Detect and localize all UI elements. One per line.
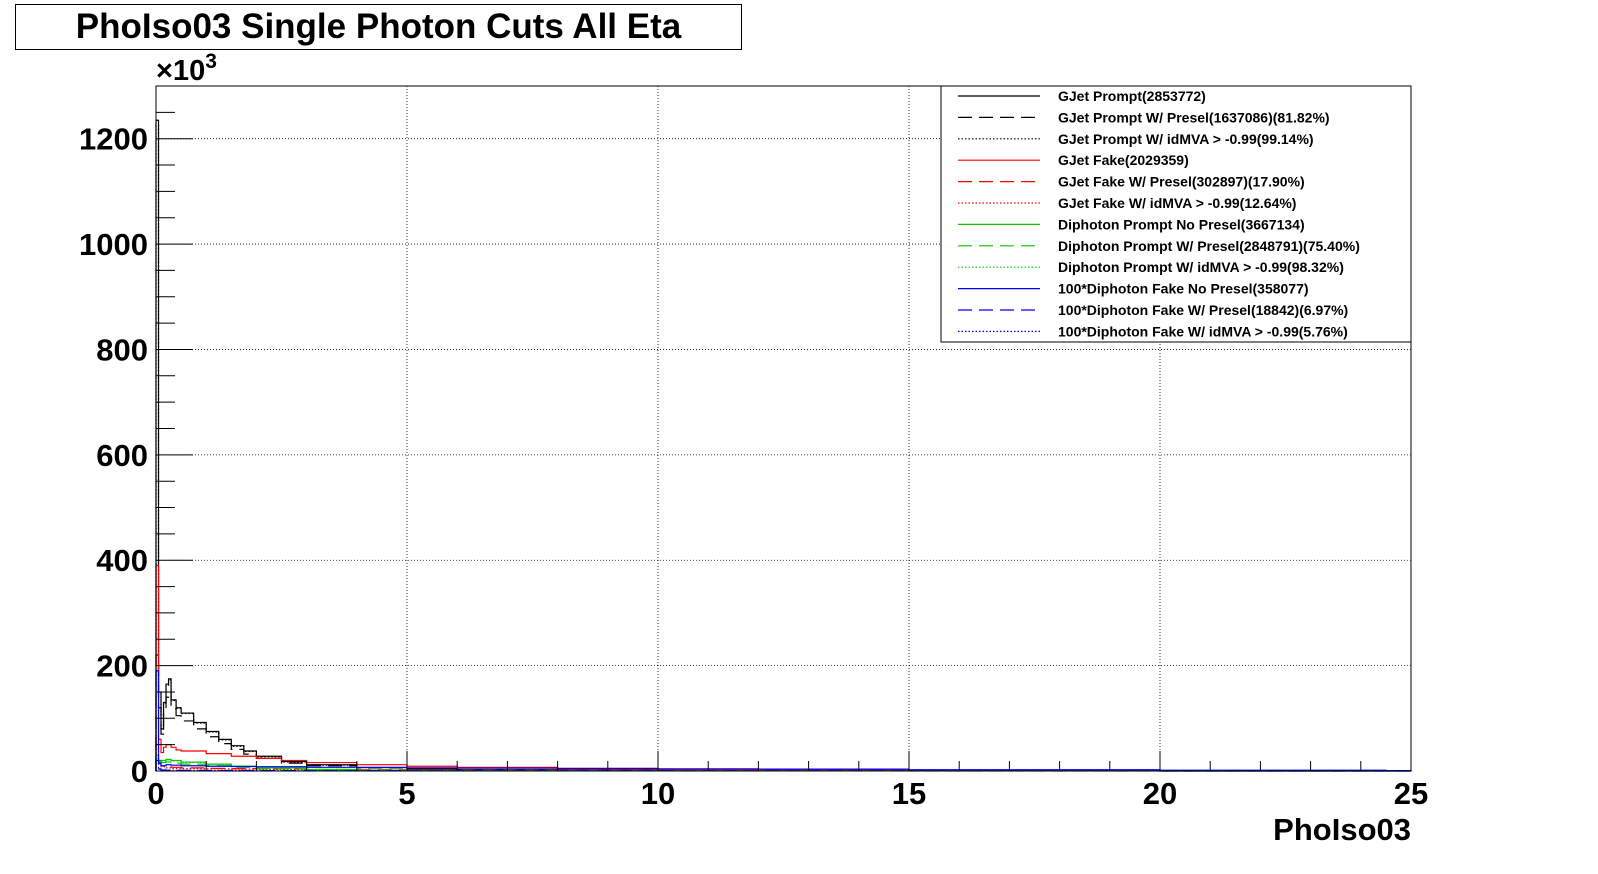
legend-box — [940, 85, 1412, 343]
series-line — [155, 564, 1412, 772]
x-tick-label: 10 — [641, 776, 675, 811]
legend-entry-label: GJet Fake(2029359) — [1058, 152, 1189, 168]
x-tick-label: 5 — [398, 776, 415, 811]
legend-entry-label: GJet Prompt W/ Presel(1637086)(81.82%) — [1058, 109, 1330, 125]
legend-entry-label: GJet Fake W/ idMVA > -0.99(12.64%) — [1058, 195, 1296, 211]
chart-title-box: PhoIso03 Single Photon Cuts All Eta — [15, 4, 742, 50]
y-tick-label: 200 — [96, 649, 148, 684]
label-layer: 0 5 10 15 20 25 0 200 400 600 800 1000 1200 — [79, 122, 1428, 811]
x-axis-title: PhoIso03 — [1273, 812, 1411, 847]
legend-entry-label: Diphoton Prompt W/ Presel(2848791)(75.40… — [1058, 238, 1360, 254]
legend-entry-label: 100*Diphoton Fake W/ Presel(18842)(6.97%… — [1058, 302, 1348, 318]
y-tick-label: 1200 — [79, 122, 148, 157]
legend-entry-label: GJet Prompt(2853772) — [1058, 88, 1206, 104]
chart-title: PhoIso03 Single Photon Cuts All Eta — [75, 7, 682, 46]
x-tick-label: 15 — [892, 776, 926, 811]
series-line — [155, 124, 1412, 772]
series-line — [155, 654, 1412, 772]
legend-entry-label: GJet Fake W/ Presel(302897)(17.90%) — [1058, 174, 1305, 190]
x-tick-label: 0 — [147, 776, 164, 811]
tick-layer — [155, 85, 1412, 772]
x-tick-label: 20 — [1143, 776, 1177, 811]
series-line — [155, 759, 1412, 772]
y-tick-label: 1000 — [79, 227, 148, 262]
legend-entry-label: Diphoton Prompt W/ idMVA > -0.99(98.32%) — [1058, 259, 1344, 275]
legend-entry-label: 100*Diphoton Fake W/ idMVA > -0.99(5.76%… — [1058, 323, 1348, 339]
y-exponent-base: ×10 — [156, 55, 205, 87]
y-tick-label: 800 — [96, 332, 148, 367]
y-exponent-label: ×103 — [156, 50, 217, 87]
legend-entry-label: 100*Diphoton Fake No Presel(358077) — [1058, 281, 1309, 297]
legend: GJet Prompt(2853772) GJet Prompt W/ Prese… — [940, 85, 1412, 343]
y-exponent-power: 3 — [205, 50, 217, 73]
y-tick-label: 0 — [131, 754, 148, 789]
y-tick-label: 600 — [96, 438, 148, 473]
legend-entry-label: Diphoton Prompt No Presel(3667134) — [1058, 216, 1305, 232]
grid-layer — [156, 86, 1411, 771]
x-tick-label: 25 — [1394, 776, 1428, 811]
series-line — [155, 670, 1412, 772]
y-tick-label: 400 — [96, 543, 148, 578]
legend-entry-label: GJet Prompt W/ idMVA > -0.99(99.14%) — [1058, 131, 1314, 147]
